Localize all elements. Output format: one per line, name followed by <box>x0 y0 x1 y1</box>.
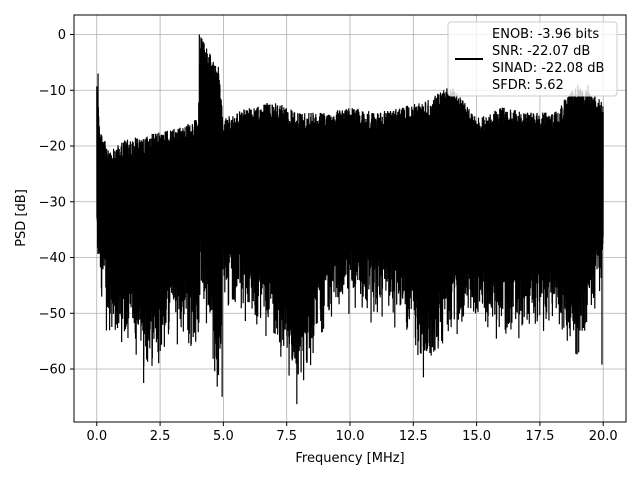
legend-box <box>447 21 618 97</box>
y-tick-label: −60 <box>39 363 66 378</box>
y-axis-label: PSD [dB] <box>14 189 29 247</box>
x-tick-label: 15.0 <box>462 429 491 444</box>
x-tick-label: 2.5 <box>150 429 171 444</box>
y-tick-label: 0 <box>58 28 66 43</box>
x-axis-ticks: 0.0 2.5 5.0 7.5 10.0 12.5 15.0 17.5 20.0 <box>86 422 618 444</box>
x-tick-label: 7.5 <box>276 429 297 444</box>
x-tick-label: 0.0 <box>86 429 107 444</box>
legend-sinad: SINAD: -22.08 dB <box>492 61 604 76</box>
legend-enob: ENOB: -3.96 bits <box>492 27 599 42</box>
y-tick-label: −10 <box>39 84 66 99</box>
y-tick-label: −50 <box>39 307 66 322</box>
y-axis-ticks: 0 −10 −20 −30 −40 −50 −60 <box>39 28 74 378</box>
y-tick-label: −20 <box>39 140 66 155</box>
x-tick-label: 10.0 <box>336 429 365 444</box>
legend-snr: SNR: -22.07 dB <box>492 44 590 59</box>
x-tick-label: 20.0 <box>589 429 618 444</box>
x-tick-label: 5.0 <box>213 429 234 444</box>
y-tick-label: −40 <box>39 251 66 266</box>
series-psd <box>96 34 604 405</box>
x-axis-label: Frequency [MHz] <box>295 451 404 466</box>
y-tick-label: −30 <box>39 195 66 210</box>
x-tick-label: 17.5 <box>525 429 554 444</box>
psd-trace <box>96 34 604 405</box>
legend: ENOB: -3.96 bits SNR: -22.07 dB SINAD: -… <box>447 21 618 97</box>
legend-sfdr: SFDR: 5.62 <box>492 78 564 93</box>
x-tick-label: 12.5 <box>399 429 428 444</box>
